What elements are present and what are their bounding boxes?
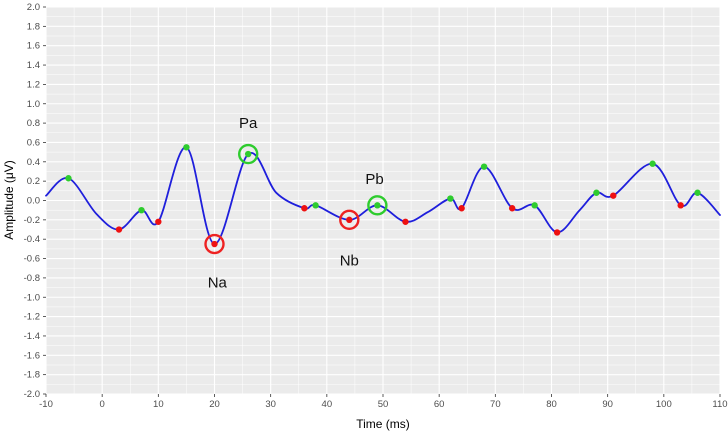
x-tick-label: 0 [100,399,105,410]
trough-dot [458,205,465,212]
y-tick-label: 1.6 [27,41,40,52]
y-tick-label: -1.0 [24,292,40,303]
peak-dot [480,163,488,170]
peak-dot [138,206,145,214]
peak-dot [531,202,538,209]
peak-dot [312,202,319,209]
y-tick-label: -0.8 [24,273,40,284]
x-tick-label: 40 [322,399,333,410]
x-tick-label: 100 [656,399,672,410]
y-tick-label: 0.4 [27,157,40,168]
y-tick-label: 1.4 [27,60,40,71]
annotation-label-na: Na [208,275,228,292]
annotation-label-nb: Nb [340,252,359,269]
x-tick-label: 80 [546,399,557,410]
trough-dot [211,240,218,248]
trough-dot [610,192,617,199]
peak-dot [183,144,190,151]
x-tick-label: 60 [434,399,445,410]
axis-ticks [43,6,721,397]
y-tick-label: 1.8 [27,21,40,32]
y-tick-label: 2.0 [27,2,40,13]
trough-dot [402,218,409,225]
y-tick-label: -1.6 [24,350,40,361]
y-tick-label: -1.2 [24,312,40,323]
y-tick-label: -1.8 [24,370,40,381]
peak-markers [65,144,701,214]
y-tick-label: -1.4 [24,331,40,342]
x-tick-label: 20 [209,399,220,410]
y-axis-title: Amplitude (μV) [2,160,16,240]
x-tick-label: 30 [265,399,276,410]
peak-dot [649,160,656,167]
x-tick-label: 110 [712,399,727,410]
x-tick-label: 50 [378,399,389,410]
annotation-label-pa: Pa [239,115,258,132]
peak-dot [374,202,381,209]
y-tick-label: 0.8 [27,118,40,129]
trough-dot [677,202,684,209]
trough-markers [115,192,684,248]
trough-dot [553,229,561,236]
y-tick-label: -0.4 [24,234,40,245]
trough-dot [155,218,162,225]
trough-dot [301,205,308,212]
x-tick-label: 90 [602,399,613,410]
marker-ring-na [204,233,225,255]
chart-dynamic: -10 0 10 20 30 40 50 60 70 80 90 100 110 2.0 1.8 1.6 1.4… [24,2,728,410]
y-tick-label: 0.2 [27,176,40,187]
y-tick-label: 1.2 [27,79,40,90]
peak-dot [593,189,600,196]
y-tick-label: 1.0 [27,99,40,110]
annotations: Pa Na Nb Pb [204,115,388,292]
x-tick-label: -10 [39,399,53,410]
peak-dot [65,175,72,182]
marker-ring-pb [367,195,388,216]
grid-major [45,6,721,395]
y-tick-label: 0.6 [27,137,40,148]
axis-tick-labels: -10 0 10 20 30 40 50 60 70 80 90 100 110 2.0 1.8 1.6 1.4… [24,2,728,410]
x-axis-title: Time (ms) [356,417,410,431]
marker-ring-pa [237,143,259,165]
y-tick-label: -0.6 [24,254,40,265]
peak-dot [694,189,701,196]
y-tick-label: -2.0 [24,389,40,400]
x-tick-label: 70 [490,399,501,410]
x-tick-label: 10 [153,399,164,410]
trough-dot [346,216,353,224]
peak-dot [245,150,252,158]
trough-dot [115,226,123,233]
annotation-label-pb: Pb [365,171,383,188]
marker-ring-nb [339,209,360,231]
trough-dot [508,205,516,212]
peak-dot [447,195,454,202]
y-tick-label: -0.2 [24,215,40,226]
y-tick-label: 0.0 [27,196,40,207]
